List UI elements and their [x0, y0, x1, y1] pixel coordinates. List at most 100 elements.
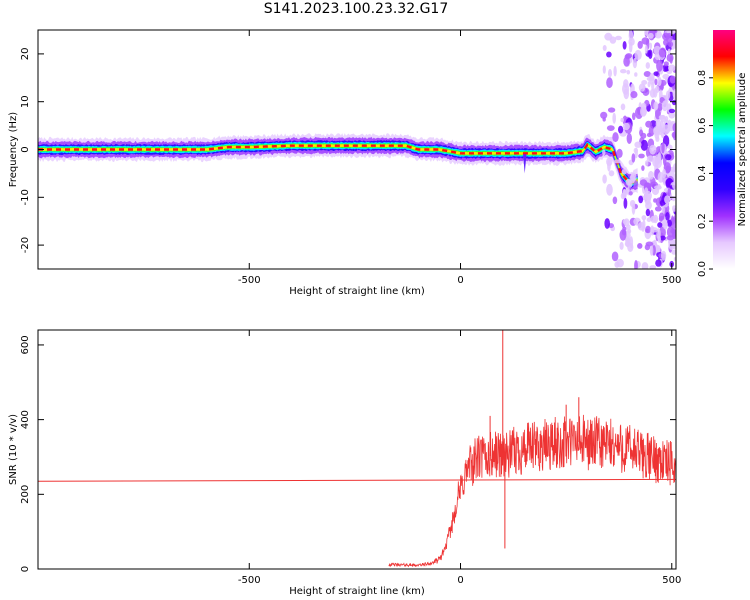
noise-blob [668, 64, 676, 72]
noise-blob [648, 170, 654, 180]
noise-blob [600, 111, 608, 119]
noise-blob [649, 265, 657, 269]
noise-blob [602, 117, 606, 122]
noise-blob [626, 69, 631, 75]
noise-blob [672, 163, 676, 173]
noise-blob [645, 208, 651, 217]
noise-blob [657, 171, 664, 183]
colorbar: 0.0 0.2 0.4 0.6 0.8 Normalized spectral ampl… [697, 30, 748, 277]
noise-blob [628, 41, 633, 53]
snr-marks [38, 330, 676, 568]
noise-blob [662, 220, 668, 230]
noise-blob [620, 103, 626, 111]
noise-blob [664, 195, 670, 204]
y-tick-label: 200 [20, 485, 31, 504]
noise-blob [646, 155, 654, 163]
chart-title: S141.2023.100.23.32.G17 [263, 1, 449, 17]
noise-blob [629, 200, 636, 208]
noise-blob [632, 57, 638, 69]
noise-blob [618, 125, 624, 134]
colorbar-gradient [713, 30, 735, 269]
noise-blob [628, 191, 633, 196]
colorbar-tick-label: 0.0 [697, 261, 708, 277]
y-tick-label: 400 [20, 410, 31, 429]
noise-blob [653, 71, 659, 76]
noise-blob [661, 250, 667, 261]
noise-blob [663, 61, 669, 67]
noise-blob [661, 100, 669, 112]
noise-blob [641, 37, 650, 45]
colorbar-label: Normalized spectral amplitude [737, 73, 748, 227]
noise-blob [640, 106, 647, 117]
noise-blob [671, 196, 676, 202]
x-tick-label: -500 [238, 575, 261, 586]
noise-blob [650, 225, 655, 236]
colorbar-tick-label: 0.2 [697, 213, 708, 229]
noise-blob [653, 88, 658, 98]
noise-blob [632, 112, 636, 121]
noise-blob [628, 30, 634, 42]
noise-blob [602, 45, 607, 51]
noise-blob [620, 117, 624, 123]
noise-blob [638, 83, 646, 92]
noise-blob [634, 72, 638, 77]
noise-blob [604, 218, 610, 229]
snr-xlabel: Height of straight line (km) [289, 586, 425, 597]
noise-blob [667, 187, 671, 197]
snr-baseline [38, 478, 676, 482]
noise-blob [671, 30, 675, 35]
noise-blob [663, 39, 669, 46]
noise-blob [652, 156, 659, 167]
noise-blob [661, 142, 665, 154]
noise-blob [638, 153, 645, 159]
noise-blob [668, 41, 674, 48]
noise-blob [644, 45, 648, 54]
noise-blob [658, 212, 665, 221]
noise-blob [633, 147, 638, 154]
noise-blob [665, 212, 670, 221]
noise-blob [637, 40, 643, 49]
noise-blob [612, 196, 618, 205]
noise-blob [630, 91, 638, 99]
noise-blob [653, 101, 659, 111]
noise-blob [641, 262, 649, 269]
noise-blob [625, 178, 632, 186]
noise-blob [625, 236, 630, 248]
noise-blob [608, 69, 612, 78]
y-tick-label: -10 [20, 189, 31, 205]
noise-blob [634, 260, 638, 269]
noise-blob [654, 185, 662, 190]
noise-blob [654, 78, 658, 86]
noise-blob [668, 108, 676, 114]
noise-blob [639, 129, 644, 137]
noise-blob [657, 222, 663, 228]
noise-blob [657, 76, 662, 87]
noise-blob [629, 236, 634, 249]
noise-blob [639, 179, 648, 186]
noise-blob [602, 149, 606, 156]
noise-blob [641, 215, 647, 221]
spectrogram-marks [38, 30, 676, 269]
spectrogram-axes: -500 0 500 -20 -10 0 10 20 [20, 30, 681, 286]
noise-blob [657, 235, 661, 243]
spectrogram-plot: -500 0 500 -20 -10 0 10 20 Height of straight l… [8, 29, 681, 297]
noise-blob [654, 128, 660, 140]
colorbar-tick-label: 0.8 [697, 70, 708, 86]
noise-blob [644, 187, 649, 196]
noise-blob [662, 124, 671, 135]
noise-blob [671, 249, 676, 255]
spectrogram-xlabel: Height of straight line (km) [289, 286, 425, 297]
noise-blob [647, 32, 654, 39]
noise-blob [626, 133, 632, 144]
noise-blob [637, 243, 643, 249]
noise-blob [672, 89, 676, 99]
noise-blob [659, 235, 666, 241]
noise-blob [641, 165, 645, 171]
spectrogram-ylabel: Frequency (Hz) [8, 112, 19, 188]
noise-blob [622, 41, 627, 50]
x-tick-label: -500 [238, 275, 261, 286]
noise-blob [646, 217, 652, 223]
snr-frame [37, 329, 677, 570]
noise-blob [656, 59, 663, 72]
noise-blob [611, 251, 619, 262]
